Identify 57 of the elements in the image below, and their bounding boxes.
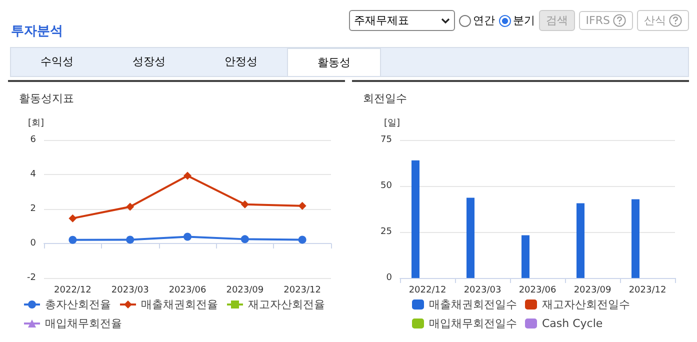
x-tick-label: 2023/12	[628, 286, 666, 296]
legend-label: 매입채무회전일수	[429, 317, 517, 330]
legend-label: 매출채권회전일수	[429, 298, 517, 311]
y-tick-label: 2	[30, 204, 36, 214]
legend-label: Cash Cycle	[542, 317, 603, 330]
bar	[466, 198, 474, 278]
text: 수익성	[40, 54, 74, 70]
point	[184, 232, 192, 241]
point	[68, 214, 77, 222]
legend-label: 매출채권회전율	[141, 298, 218, 311]
x-tick-label: 2022/12	[408, 286, 446, 296]
y-axis-title: [회]	[28, 118, 44, 128]
legend-label: 재고자산회전율	[248, 298, 325, 311]
point	[298, 202, 306, 210]
text: 산식	[637, 10, 689, 31]
chart-title: 활동성지표	[19, 92, 74, 105]
x-tick-label: 2023/09	[226, 286, 264, 296]
point	[184, 172, 192, 180]
y-tick-label: -2	[27, 273, 36, 283]
x-tick-label: 2023/03	[464, 286, 502, 296]
text: 활동성	[287, 48, 381, 76]
point	[240, 200, 249, 208]
y-tick-label: 75	[380, 135, 392, 145]
text: 연간	[472, 13, 495, 28]
text: 검색	[538, 10, 575, 31]
point	[126, 202, 134, 211]
text: 안정성	[224, 54, 258, 70]
point	[68, 236, 77, 244]
x-tick-label: 2023/12	[284, 286, 321, 296]
y-tick-label: 6	[30, 135, 36, 145]
y-tick-label: 0	[30, 238, 36, 248]
legend-label: 재고자산회전일수	[542, 298, 630, 311]
x-tick-label: 2023/03	[111, 286, 149, 296]
y-tick-label: 50	[380, 181, 392, 191]
point	[240, 235, 249, 244]
text: 투자분석	[11, 23, 63, 40]
y-tick-label: 25	[380, 227, 392, 237]
x-tick-label: 2022/12	[54, 286, 92, 296]
y-axis-title: [일]	[384, 118, 400, 128]
bar	[522, 235, 530, 278]
x-tick-label: 2023/06	[518, 286, 556, 296]
y-tick-label: 0	[386, 273, 392, 283]
bar	[632, 199, 640, 278]
legend-label: 매입채무회전율	[45, 317, 122, 330]
point	[298, 236, 306, 244]
bar	[412, 160, 420, 278]
bar	[576, 203, 584, 278]
text: 주재무제표	[348, 10, 455, 31]
text: 성장성	[132, 54, 166, 70]
legend-label: 총자산회전율	[45, 298, 111, 311]
point	[126, 236, 134, 244]
y-tick-label: 4	[30, 170, 36, 180]
text: IFRS	[578, 11, 633, 30]
x-tick-label: 2023/06	[168, 286, 206, 296]
text: 분기	[512, 13, 535, 28]
chart-title: 회전일수	[363, 92, 407, 105]
x-tick-label: 2023/09	[574, 286, 612, 296]
